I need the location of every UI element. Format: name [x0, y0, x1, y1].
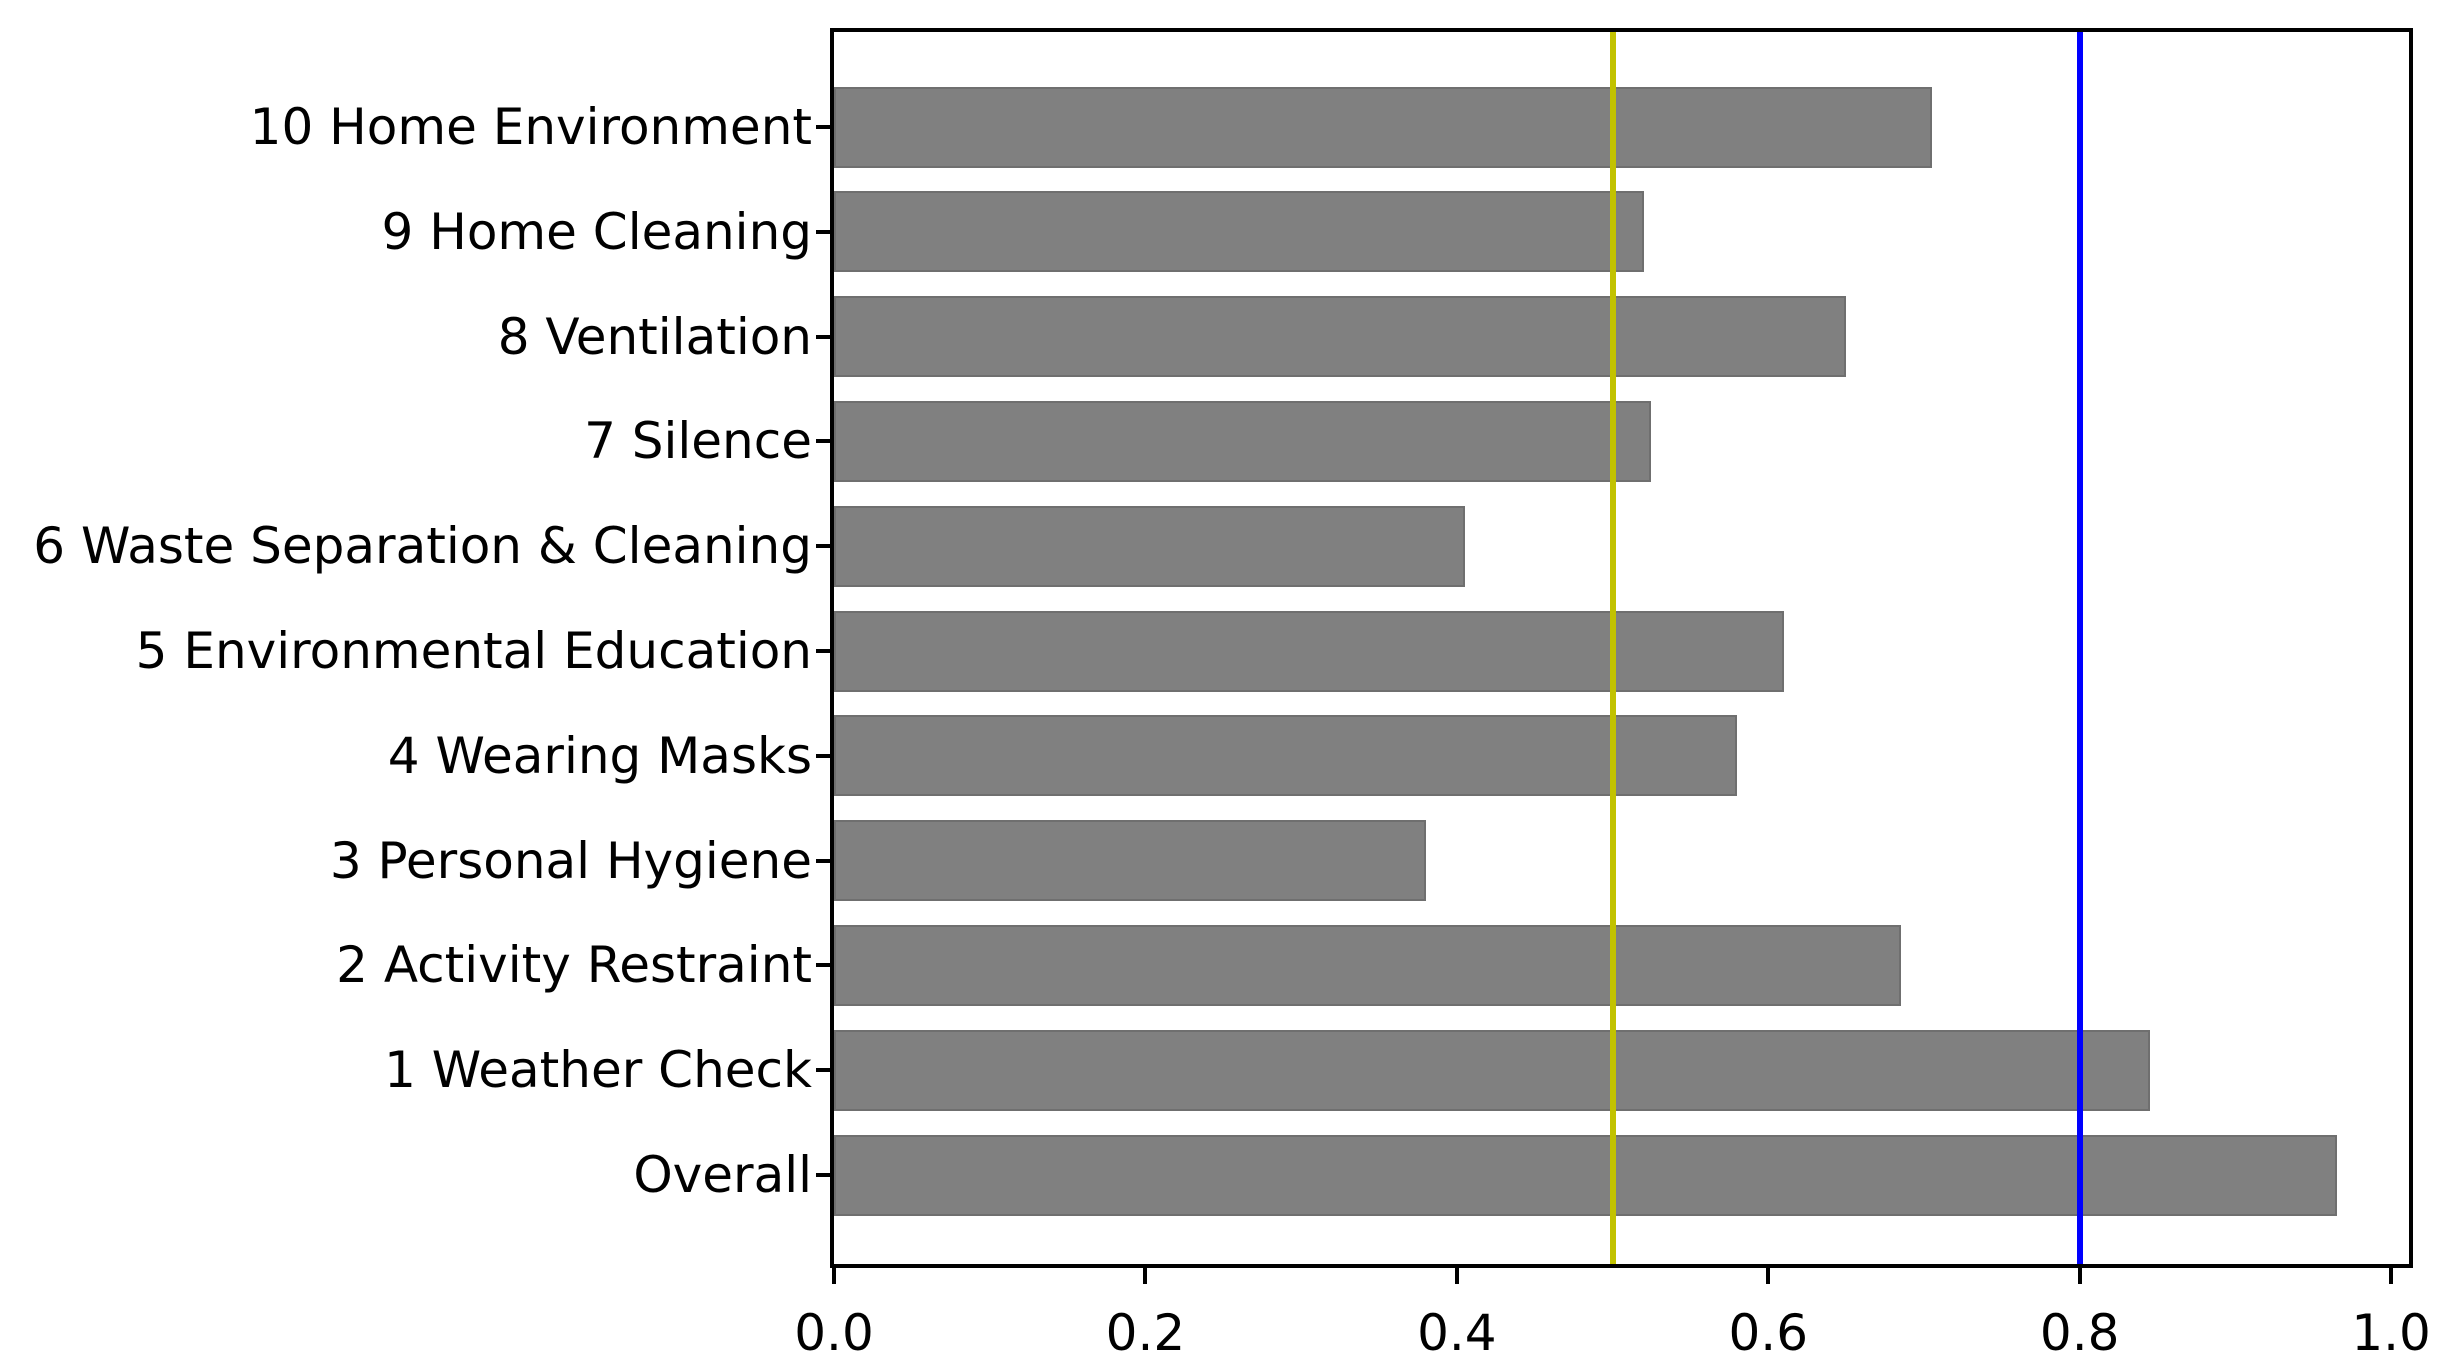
- category-label: Overall: [633, 1146, 812, 1204]
- y-axis-tick: [816, 1173, 830, 1177]
- category-label: 7 Silence: [584, 412, 812, 471]
- x-axis-tick: [832, 1268, 836, 1284]
- y-axis-tick: [816, 963, 830, 968]
- category-label: 6 Waste Separation & Cleaning: [33, 517, 812, 576]
- category-label: 3 Personal Hygiene: [329, 831, 812, 890]
- category-label: 8 Ventilation: [497, 307, 812, 366]
- bar: [834, 715, 1738, 797]
- x-axis-tick: [2389, 1268, 2394, 1284]
- bar: [834, 1029, 2150, 1111]
- y-axis-tick: [816, 858, 830, 863]
- y-axis-tick: [816, 1068, 830, 1073]
- bar: [834, 296, 1847, 378]
- y-axis-tick: [816, 334, 830, 339]
- y-axis-tick: [816, 125, 830, 129]
- x-tick-label: 0.4: [1417, 1304, 1497, 1362]
- y-axis-tick: [816, 544, 830, 549]
- x-tick-label: 0.6: [1728, 1304, 1809, 1362]
- category-label: 9 Home Cleaning: [381, 202, 812, 261]
- bar: [834, 924, 1901, 1006]
- x-axis-tick: [1454, 1268, 1459, 1284]
- category-label: 1 Weather Check: [384, 1041, 812, 1100]
- y-axis-tick: [816, 229, 830, 234]
- category-label: 10 Home Environment: [249, 98, 812, 156]
- x-tick-label: 0.2: [1105, 1304, 1186, 1362]
- x-axis-tick: [2077, 1268, 2082, 1284]
- category-label: 4 Wearing Masks: [387, 726, 812, 785]
- category-label: 2 Activity Restraint: [336, 936, 812, 995]
- bar: [834, 820, 1426, 902]
- category-label: 5 Environmental Education: [135, 622, 812, 680]
- x-tick-label: 0.0: [794, 1304, 874, 1362]
- x-axis-tick: [1143, 1268, 1148, 1284]
- reference-line-yellow-0.5: [1609, 32, 1616, 1264]
- bar: [834, 1134, 2337, 1216]
- x-tick-label: 1.0: [2351, 1304, 2431, 1362]
- reference-line-blue-0.8: [2076, 32, 2083, 1264]
- bar: [834, 610, 1784, 692]
- x-axis-tick: [1766, 1268, 1771, 1284]
- y-axis-tick: [816, 753, 830, 758]
- bar: [834, 191, 1644, 273]
- bar: [834, 505, 1465, 587]
- y-axis-tick: [816, 649, 830, 653]
- x-tick-label: 0.8: [2039, 1304, 2120, 1362]
- bar: [834, 400, 1652, 482]
- y-axis-tick: [816, 439, 830, 444]
- bar: [834, 86, 1932, 168]
